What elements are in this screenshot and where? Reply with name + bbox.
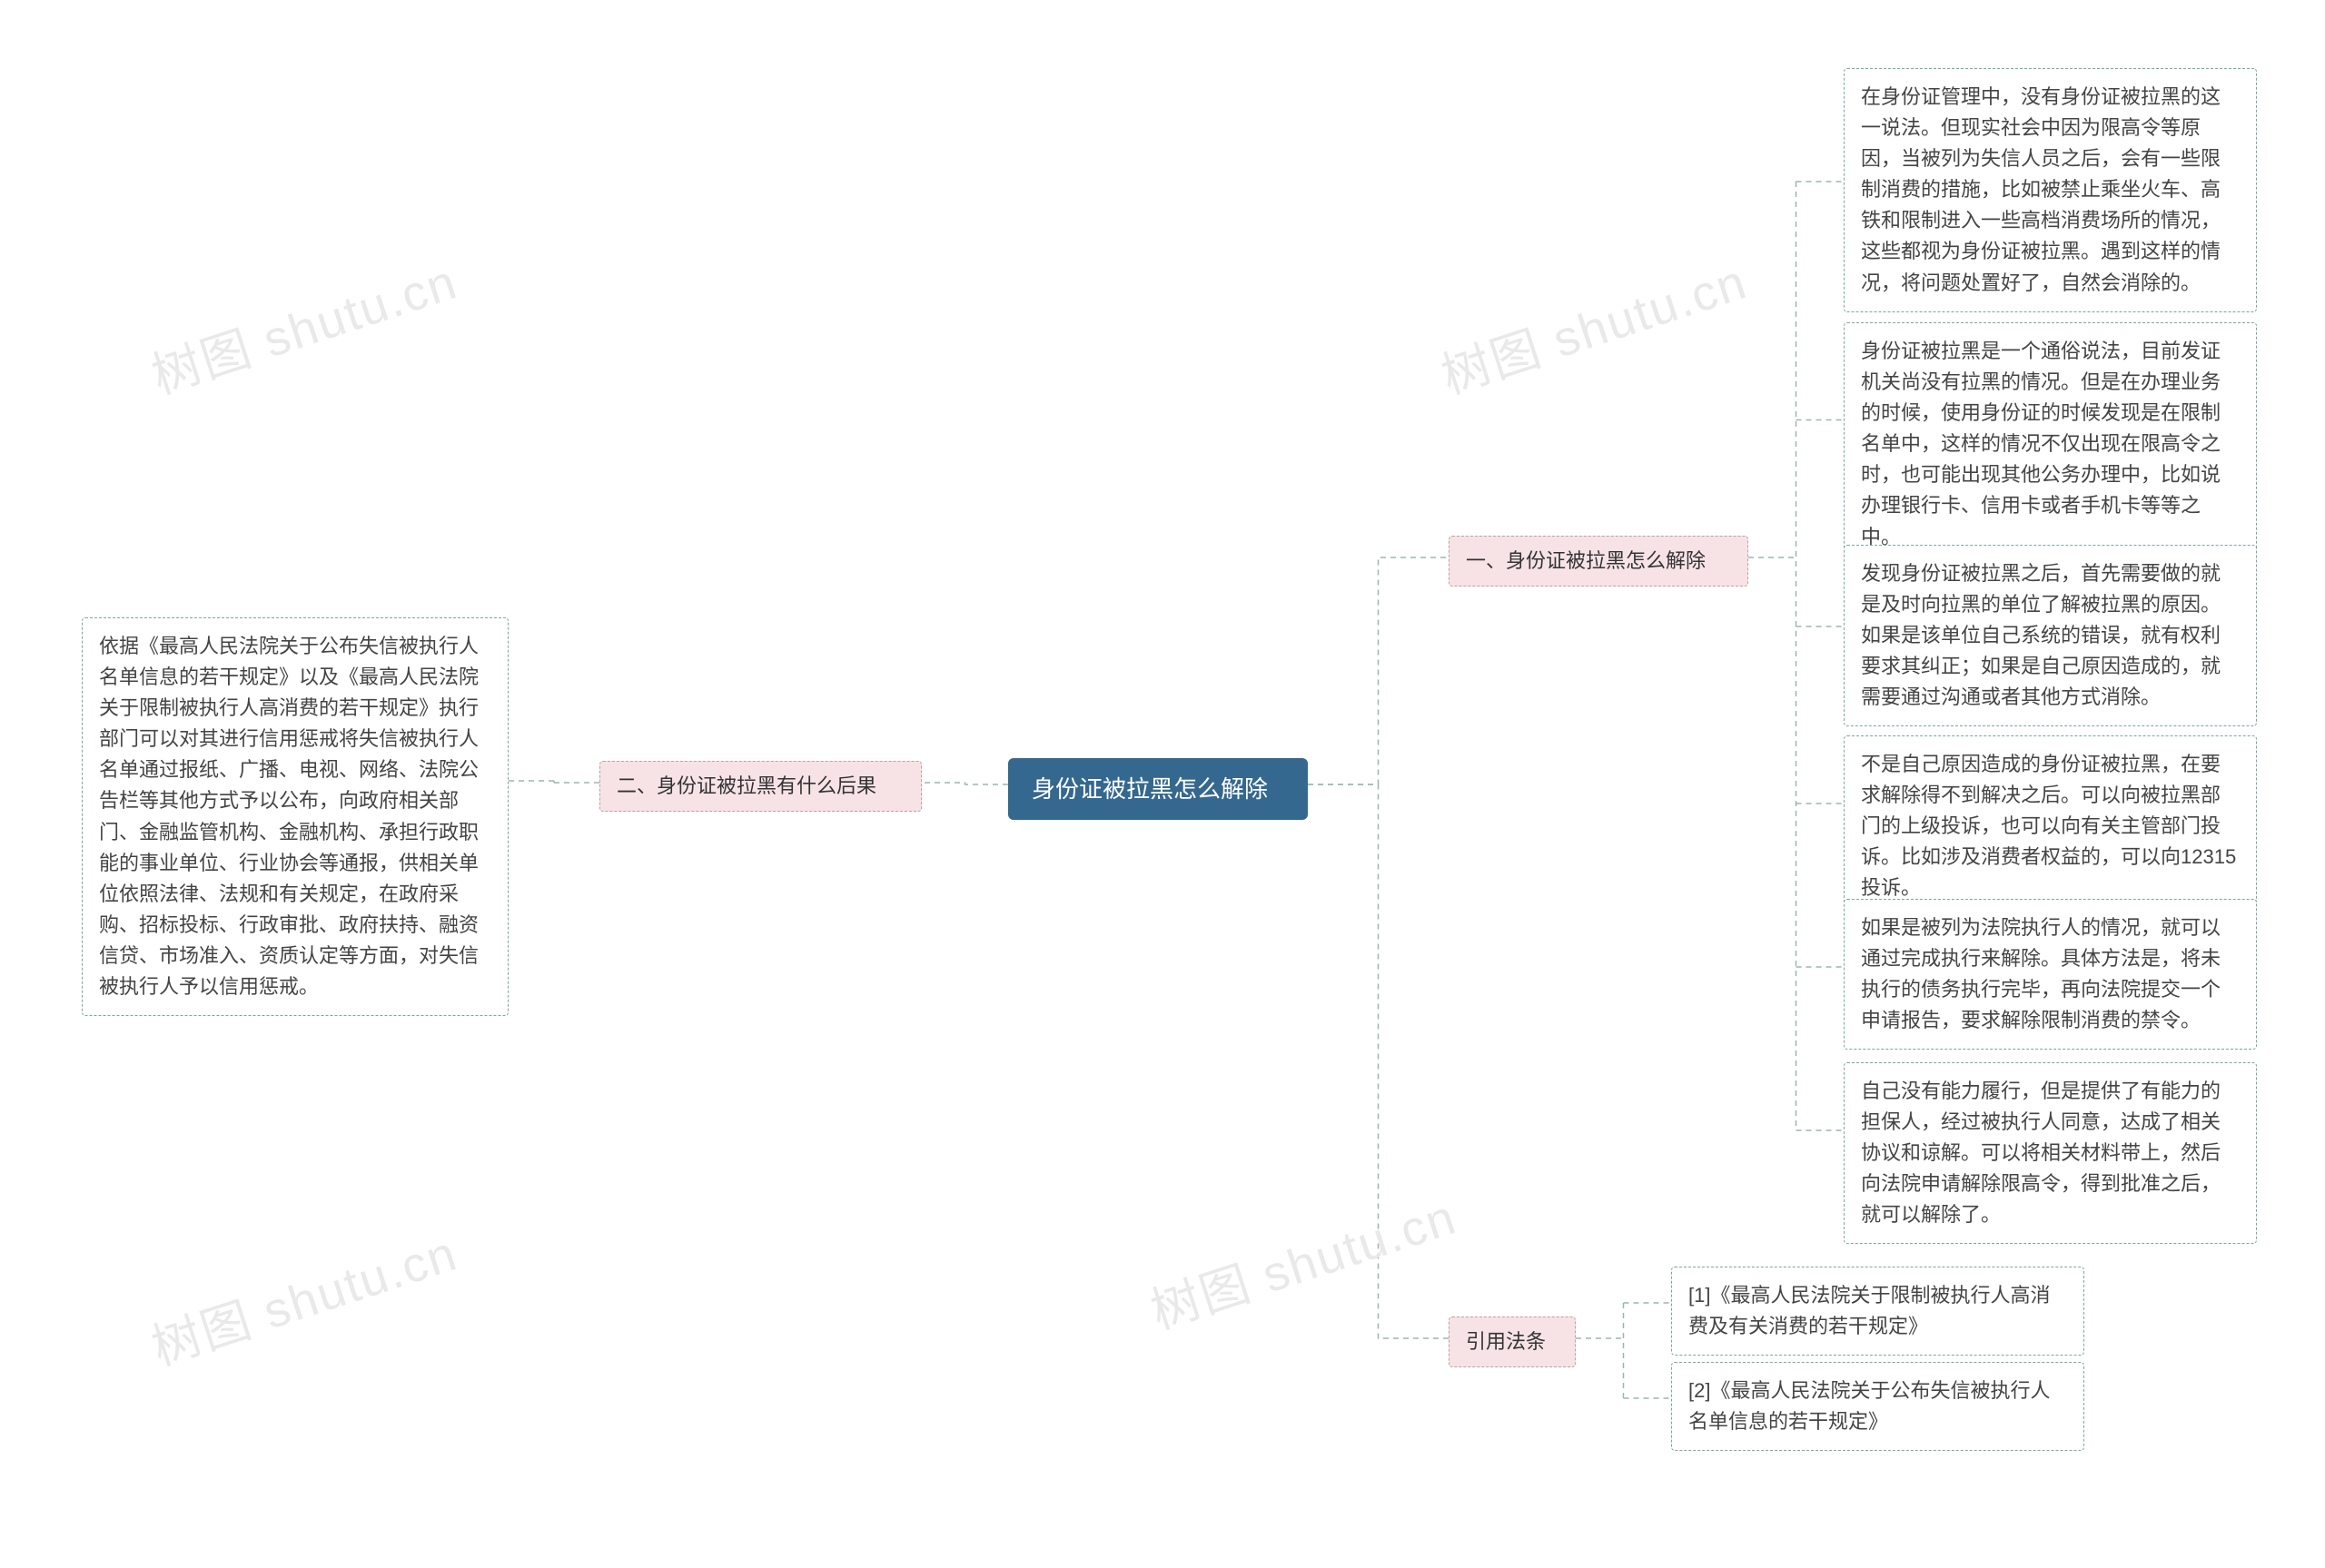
leaf-l3b[interactable]: [2]《最高人民法院关于公布失信被执行人名单信息的若干规定》	[1671, 1362, 2084, 1451]
leaf-l1f[interactable]: 自己没有能力履行，但是提供了有能力的担保人，经过被执行人同意，达成了相关协议和谅…	[1844, 1062, 2257, 1244]
branch-b2[interactable]: 二、身份证被拉黑有什么后果	[599, 761, 922, 812]
leaf-l1c[interactable]: 发现身份证被拉黑之后，首先需要做的就是及时向拉黑的单位了解被拉黑的原因。如果是该…	[1844, 545, 2257, 726]
mindmap-root[interactable]: 身份证被拉黑怎么解除	[1008, 758, 1308, 820]
branch-b1[interactable]: 一、身份证被拉黑怎么解除	[1449, 536, 1748, 587]
leaf-l1d[interactable]: 不是自己原因造成的身份证被拉黑，在要求解除得不到解决之后。可以向被拉黑部门的上级…	[1844, 735, 2257, 917]
watermark: 树图 shutu.cn	[1141, 1177, 1464, 1343]
watermark: 树图 shutu.cn	[1431, 242, 1755, 408]
watermark: 树图 shutu.cn	[142, 242, 465, 408]
leaf-l2a[interactable]: 依据《最高人民法院关于公布失信被执行人名单信息的若干规定》以及《最高人民法院关于…	[82, 617, 509, 1016]
leaf-l3a[interactable]: [1]《最高人民法院关于限制被执行人高消费及有关消费的若干规定》	[1671, 1267, 2084, 1356]
leaf-l1a[interactable]: 在身份证管理中，没有身份证被拉黑的这一说法。但现实社会中因为限高令等原因，当被列…	[1844, 68, 2257, 312]
branch-b3[interactable]: 引用法条	[1449, 1317, 1576, 1367]
leaf-l1b[interactable]: 身份证被拉黑是一个通俗说法，目前发证机关尚没有拉黑的情况。但是在办理业务的时候，…	[1844, 322, 2257, 567]
leaf-l1e[interactable]: 如果是被列为法院执行人的情况，就可以通过完成执行来解除。具体方法是，将未执行的债…	[1844, 899, 2257, 1050]
watermark: 树图 shutu.cn	[142, 1213, 465, 1379]
